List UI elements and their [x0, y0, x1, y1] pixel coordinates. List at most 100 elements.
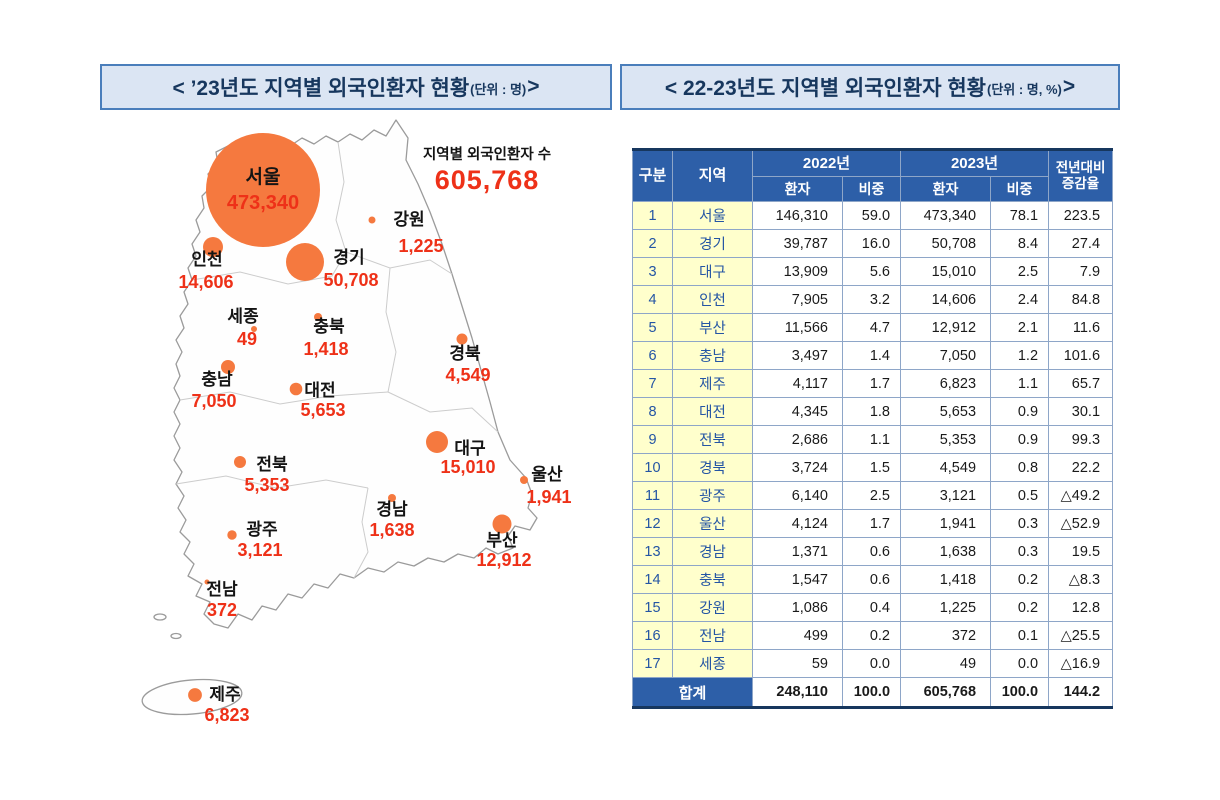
cell-p2022: 499 — [752, 621, 843, 650]
bubble-circle — [251, 326, 257, 332]
cell-p2023: 49 — [900, 649, 992, 678]
table-row: 6 충남 3,497 1.4 7,050 1.2 101.6 — [632, 341, 1114, 370]
small-island — [170, 632, 182, 640]
left-panel-title: < ’23년도 지역별 외국인환자 현황 (단위 : 명) > — [100, 64, 612, 110]
bubble-circle — [286, 243, 324, 281]
cell-p2022: 2,686 — [752, 425, 843, 454]
cell-s2023: 0.2 — [990, 565, 1050, 594]
cell-s2022: 0.0 — [841, 649, 902, 678]
region-name-label: 대구 — [454, 439, 486, 458]
cell-p2023: 14,606 — [900, 285, 992, 314]
cell-s2023: 0.3 — [990, 509, 1050, 538]
table-row: 3 대구 13,909 5.6 15,010 2.5 7.9 — [632, 257, 1114, 286]
cell-no: 7 — [632, 369, 673, 398]
cell-p2023: 7,050 — [900, 341, 992, 370]
cell-p2023: 1,225 — [900, 593, 992, 622]
cell-region: 경남 — [672, 537, 753, 566]
cell-yoy: 19.5 — [1048, 537, 1114, 566]
cell-p2023: 3,121 — [900, 481, 992, 510]
right-title-close: > — [1062, 75, 1076, 98]
cell-s2023: 0.9 — [990, 425, 1050, 454]
cell-yoy: 99.3 — [1048, 425, 1114, 454]
header-yoy: 전년대비 증감율 — [1048, 149, 1114, 202]
bubble-circle — [203, 237, 223, 257]
cell-p2023: 6,823 — [900, 369, 992, 398]
region-value-label: 7,050 — [191, 391, 236, 411]
map-bubble-충북: 충북 1,418 — [303, 313, 349, 359]
cell-s2023: 78.1 — [990, 201, 1050, 230]
table-row: 16 전남 499 0.2 372 0.1 △25.5 — [632, 621, 1114, 650]
cell-s2022: 1.4 — [841, 341, 902, 370]
cell-yoy: △8.3 — [1048, 565, 1114, 594]
region-value-label: 473,340 — [227, 192, 299, 214]
total-row: 합계 248,110 100.0 605,768 100.0 144.2 — [632, 677, 1114, 708]
header-2022-share: 비중 — [841, 176, 902, 202]
cell-yoy: 12.8 — [1048, 593, 1114, 622]
region-value-label: 12,912 — [476, 550, 531, 570]
right-title-text: < 22-23년도 지역별 외국인환자 현황 — [664, 77, 986, 100]
left-title-unit: (단위 : 명) — [470, 82, 527, 97]
bubble-circle — [204, 579, 210, 585]
cell-region: 제주 — [672, 369, 753, 398]
table-row: 12 울산 4,124 1.7 1,941 0.3 △52.9 — [632, 509, 1114, 538]
cell-s2023: 2.4 — [990, 285, 1050, 314]
cell-region: 대구 — [672, 257, 753, 286]
cell-p2022: 3,724 — [752, 453, 843, 482]
region-value-label: 3,121 — [237, 540, 282, 560]
map-total-value: 605,768 — [435, 165, 540, 195]
cell-s2022: 2.5 — [841, 481, 902, 510]
cell-yoy: △52.9 — [1048, 509, 1114, 538]
cell-region: 울산 — [672, 509, 753, 538]
cell-no: 11 — [632, 481, 673, 510]
cell-p2023: 1,941 — [900, 509, 992, 538]
cell-s2023: 2.1 — [990, 313, 1050, 342]
table-row: 7 제주 4,117 1.7 6,823 1.1 65.7 — [632, 369, 1114, 398]
table-row: 11 광주 6,140 2.5 3,121 0.5 △49.2 — [632, 481, 1114, 510]
region-name-label: 인천 — [191, 250, 222, 269]
header-region: 지역 — [672, 149, 753, 202]
map-bubble-경기: 경기 50,708 — [286, 243, 379, 290]
bubble-circle — [520, 476, 528, 484]
cell-p2022: 1,547 — [752, 565, 843, 594]
cell-s2023: 1.2 — [990, 341, 1050, 370]
region-name-label: 제주 — [209, 685, 241, 704]
header-2023-share: 비중 — [990, 176, 1050, 202]
cell-no: 13 — [632, 537, 673, 566]
cell-p2023: 372 — [900, 621, 992, 650]
table-row: 1 서울 146,310 59.0 473,340 78.1 223.5 — [632, 201, 1114, 230]
header-2022: 2022년 — [751, 149, 902, 177]
table-row: 8 대전 4,345 1.8 5,653 0.9 30.1 — [632, 397, 1114, 426]
cell-s2023: 0.0 — [990, 649, 1050, 678]
region-value-label: 5,353 — [244, 475, 289, 495]
cell-yoy: 101.6 — [1048, 341, 1114, 370]
cell-s2023: 0.2 — [990, 593, 1050, 622]
cell-p2022: 1,086 — [752, 593, 843, 622]
bubble-circle — [314, 313, 322, 321]
region-name-label: 경북 — [449, 344, 481, 363]
map-bubble-제주: 제주6,823 — [188, 685, 250, 725]
map-bubble-경북: 경북 4,549 — [445, 333, 491, 385]
region-name-label: 세종 — [227, 307, 259, 326]
cell-p2022: 59 — [752, 649, 843, 678]
cell-yoy: △49.2 — [1048, 481, 1114, 510]
region-value-label: 15,010 — [440, 457, 495, 477]
small-island — [153, 613, 167, 621]
province-borders — [175, 141, 499, 579]
cell-s2022: 0.6 — [841, 537, 902, 566]
cell-yoy: 30.1 — [1048, 397, 1114, 426]
table-row: 15 강원 1,086 0.4 1,225 0.2 12.8 — [632, 593, 1114, 622]
cell-region: 부산 — [672, 313, 753, 342]
total-yoy: 144.2 — [1048, 677, 1114, 708]
cell-no: 17 — [632, 649, 673, 678]
cell-s2022: 1.5 — [841, 453, 902, 482]
cell-p2022: 4,117 — [752, 369, 843, 398]
cell-p2023: 5,653 — [900, 397, 992, 426]
bubble-circle — [227, 530, 237, 540]
cell-s2022: 3.2 — [841, 285, 902, 314]
region-value-label: 1,638 — [369, 520, 414, 540]
bubble-circle — [456, 333, 468, 345]
cell-region: 강원 — [672, 593, 753, 622]
region-value-label: 4,549 — [445, 365, 490, 385]
